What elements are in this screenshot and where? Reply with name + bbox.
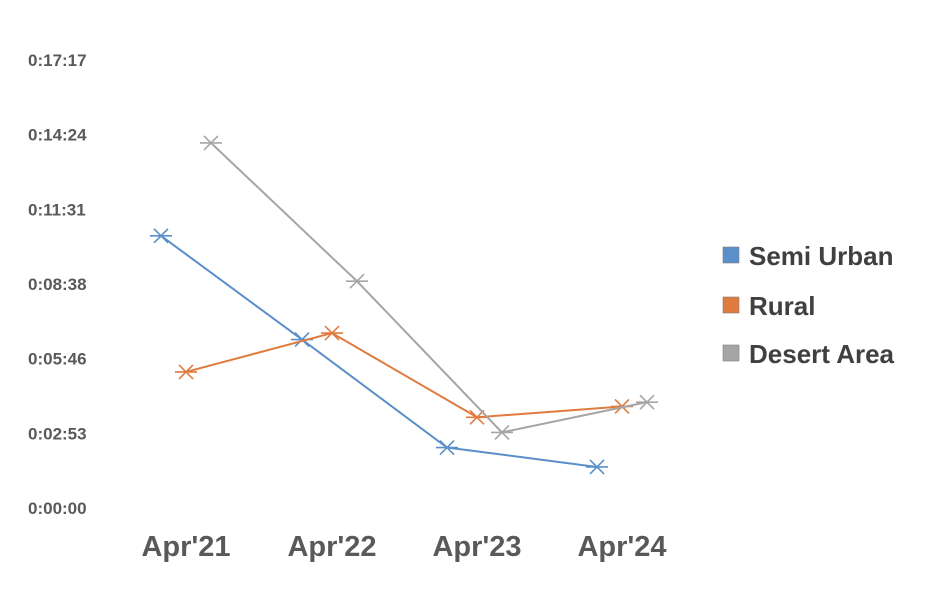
series-semi-urban <box>150 228 608 475</box>
legend-item: Desert Area <box>722 339 895 369</box>
series-line <box>210 142 648 434</box>
x-tick-label: Apr'24 <box>577 531 666 563</box>
data-point-marker <box>150 228 172 244</box>
data-point-marker <box>200 135 222 151</box>
legend-item: Semi Urban <box>722 241 894 271</box>
data-point-marker <box>321 325 343 341</box>
data-point-marker <box>636 394 658 410</box>
x-axis: Apr'21 Apr'22 Apr'23 Apr'24 <box>141 531 666 563</box>
legend-item: Rural <box>722 291 815 321</box>
series-line <box>160 235 598 468</box>
legend: Semi Urban Rural Desert Area <box>722 241 895 369</box>
plot-area <box>150 135 658 475</box>
series-desert-area <box>200 135 658 440</box>
x-tick-label: Apr'22 <box>287 531 376 563</box>
x-tick-label: Apr'23 <box>432 531 521 563</box>
y-tick-label: 0:00:00 <box>28 499 87 518</box>
y-axis: 0:00:00 0:02:53 0:05:46 0:08:38 0:11:31 0:14:… <box>28 51 87 518</box>
legend-swatch <box>722 296 740 314</box>
y-tick-label: 0:05:46 <box>28 350 87 369</box>
y-tick-label: 0:02:53 <box>28 424 87 443</box>
legend-label: Rural <box>749 291 815 321</box>
legend-label: Semi Urban <box>749 241 894 271</box>
legend-swatch <box>722 246 740 264</box>
legend-label: Desert Area <box>749 339 895 369</box>
y-tick-label: 0:11:31 <box>28 200 86 219</box>
y-tick-label: 0:08:38 <box>28 275 87 294</box>
data-point-marker <box>346 273 368 289</box>
data-point-marker <box>491 424 513 440</box>
y-tick-label: 0:14:24 <box>28 126 87 145</box>
data-point-marker <box>175 364 197 380</box>
legend-swatch <box>722 344 740 362</box>
y-tick-label: 0:17:17 <box>28 51 87 70</box>
x-tick-label: Apr'21 <box>141 531 230 563</box>
series-line <box>185 331 623 419</box>
data-point-marker <box>436 439 458 456</box>
series-rural <box>175 325 633 425</box>
data-point-marker <box>586 459 608 475</box>
